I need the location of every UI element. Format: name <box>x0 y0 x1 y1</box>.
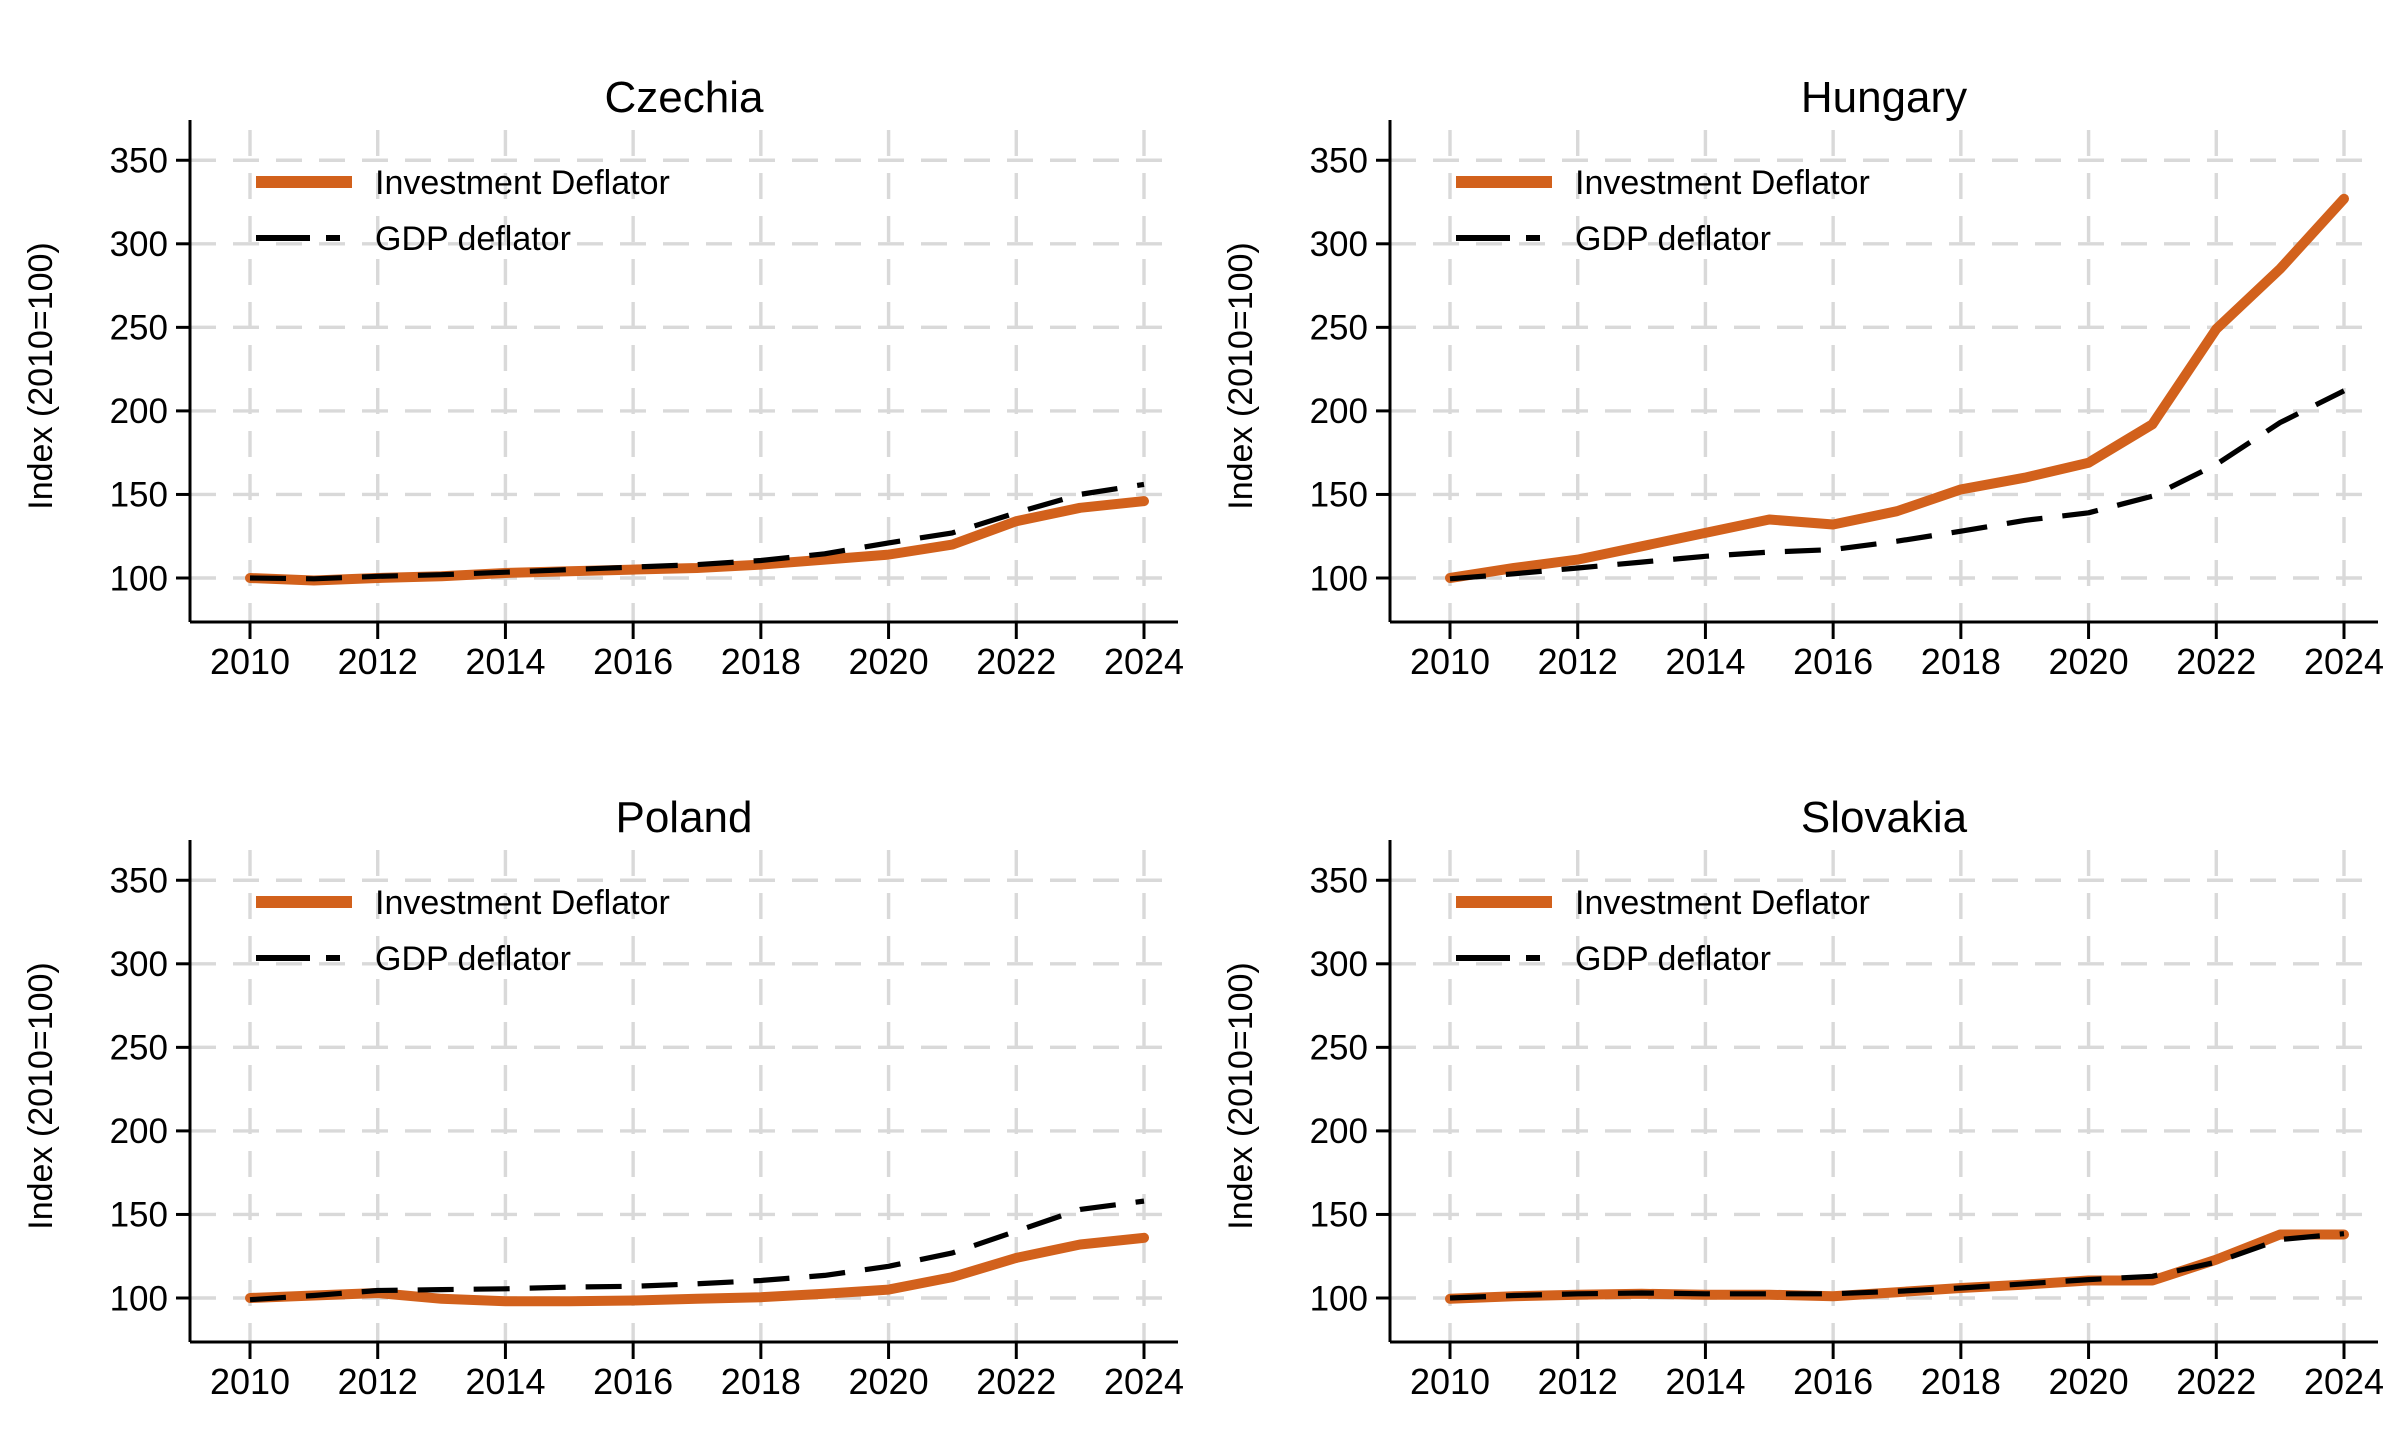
investment-deflator-line <box>245 496 1149 586</box>
y-tick-label: 200 <box>1310 392 1368 431</box>
legend-label-investment: Investment Deflator <box>1575 884 1870 922</box>
y-tick-label: 100 <box>110 559 168 598</box>
x-tick-label: 2022 <box>976 1361 1056 1402</box>
gdp-deflator-line <box>249 1198 1145 1303</box>
x-tick-label: 2020 <box>849 641 929 682</box>
plot-title: Czechia <box>605 73 764 122</box>
x-tick-label: 2018 <box>1921 1361 2001 1402</box>
x-tick-label: 2022 <box>2176 1361 2256 1402</box>
plot-title: Slovakia <box>1801 793 1968 842</box>
x-tick-label: 2020 <box>2049 1361 2129 1402</box>
y-tick-label: 350 <box>110 142 168 181</box>
investment-deflator-line <box>1445 1229 2349 1304</box>
y-tick-label: 250 <box>1310 309 1368 348</box>
x-tick-label: 2016 <box>593 641 673 682</box>
chart-poland: 100 150 200 250 300 350 2010 2012 2014 2016 2018 20… <box>22 793 1184 1402</box>
gdp-deflator-line <box>249 481 1145 582</box>
y-axis-title: Index (2010=100) <box>1222 242 1260 509</box>
x-tick-label: 2012 <box>1538 1361 1618 1402</box>
x-tick-label: 2010 <box>210 641 290 682</box>
y-tick-label: 200 <box>110 1112 168 1151</box>
x-tick-label: 2024 <box>2304 641 2384 682</box>
legend-label-gdp: GDP deflator <box>1575 220 1771 258</box>
legend-label-gdp: GDP deflator <box>375 220 571 258</box>
chart-hungary: 100 150 200 250 300 350 2010 2012 2014 2016 2018 20… <box>1222 73 2384 682</box>
y-tick-label: 250 <box>110 1029 168 1068</box>
y-tick-label: 100 <box>1310 559 1368 598</box>
x-tick-label: 2010 <box>210 1361 290 1402</box>
x-tick-label: 2022 <box>2176 641 2256 682</box>
x-tick-label: 2014 <box>465 1361 545 1402</box>
x-tick-label: 2016 <box>1793 641 1873 682</box>
y-tick-label: 150 <box>1310 476 1368 515</box>
y-tick-label: 350 <box>1310 862 1368 901</box>
y-tick-label: 100 <box>110 1279 168 1318</box>
y-tick-label: 250 <box>110 309 168 348</box>
y-tick-label: 300 <box>110 945 168 984</box>
legend-label-investment: Investment Deflator <box>375 884 670 922</box>
x-tick-label: 2016 <box>593 1361 673 1402</box>
y-tick-label: 350 <box>110 862 168 901</box>
x-tick-label: 2018 <box>721 1361 801 1402</box>
x-tick-label: 2012 <box>1538 641 1618 682</box>
x-tick-label: 2010 <box>1410 1361 1490 1402</box>
y-tick-label: 350 <box>1310 142 1368 181</box>
x-tick-label: 2014 <box>1665 641 1745 682</box>
x-tick-label: 2012 <box>338 641 418 682</box>
legend-label-investment: Investment Deflator <box>1575 164 1870 202</box>
y-tick-label: 150 <box>1310 1196 1368 1235</box>
y-axis-title: Index (2010=100) <box>1222 962 1260 1229</box>
y-tick-label: 300 <box>1310 225 1368 264</box>
y-axis-title: Index (2010=100) <box>22 962 60 1229</box>
y-tick-label: 150 <box>110 476 168 515</box>
x-tick-label: 2014 <box>465 641 545 682</box>
x-tick-label: 2024 <box>1104 1361 1184 1402</box>
panel-poland: 100 150 200 250 300 350 2010 2012 2014 2016 2018 20… <box>0 720 1200 1440</box>
y-tick-label: 250 <box>1310 1029 1368 1068</box>
y-tick-label: 100 <box>1310 1279 1368 1318</box>
x-tick-label: 2024 <box>1104 641 1184 682</box>
x-tick-label: 2016 <box>1793 1361 1873 1402</box>
x-tick-label: 2018 <box>1921 641 2001 682</box>
x-tick-label: 2012 <box>338 1361 418 1402</box>
panel-czechia: 100 150 200 250 300 350 2010 2012 2014 2016 2018 20… <box>0 0 1200 720</box>
y-tick-label: 150 <box>110 1196 168 1235</box>
investment-deflator-line <box>1445 193 2349 583</box>
y-tick-label: 300 <box>110 225 168 264</box>
investment-deflator-line <box>245 1232 1149 1307</box>
y-axis-title: Index (2010=100) <box>22 242 60 509</box>
plot-title: Hungary <box>1801 73 1967 122</box>
plot-title: Poland <box>615 793 752 842</box>
y-tick-label: 300 <box>1310 945 1368 984</box>
x-tick-label: 2020 <box>2049 641 2129 682</box>
x-tick-label: 2018 <box>721 641 801 682</box>
legend-label-gdp: GDP deflator <box>375 940 571 978</box>
chart-czechia: 100 150 200 250 300 350 2010 2012 2014 2016 2018 20… <box>22 73 1184 682</box>
gdp-deflator-line <box>1449 388 2346 582</box>
gdp-deflator-line <box>1449 1231 2345 1301</box>
x-tick-label: 2024 <box>2304 1361 2384 1402</box>
y-tick-label: 200 <box>110 392 168 431</box>
panel-slovakia: 100 150 200 250 300 350 2010 2012 2014 2016 2018 20… <box>1200 720 2400 1440</box>
x-tick-label: 2010 <box>1410 641 1490 682</box>
legend-label-investment: Investment Deflator <box>375 164 670 202</box>
chart-slovakia: 100 150 200 250 300 350 2010 2012 2014 2016 2018 20… <box>1222 793 2384 1402</box>
panel-hungary: 100 150 200 250 300 350 2010 2012 2014 2016 2018 20… <box>1200 0 2400 720</box>
y-tick-label: 200 <box>1310 1112 1368 1151</box>
x-tick-label: 2014 <box>1665 1361 1745 1402</box>
x-tick-label: 2020 <box>849 1361 929 1402</box>
legend-label-gdp: GDP deflator <box>1575 940 1771 978</box>
x-tick-label: 2022 <box>976 641 1056 682</box>
